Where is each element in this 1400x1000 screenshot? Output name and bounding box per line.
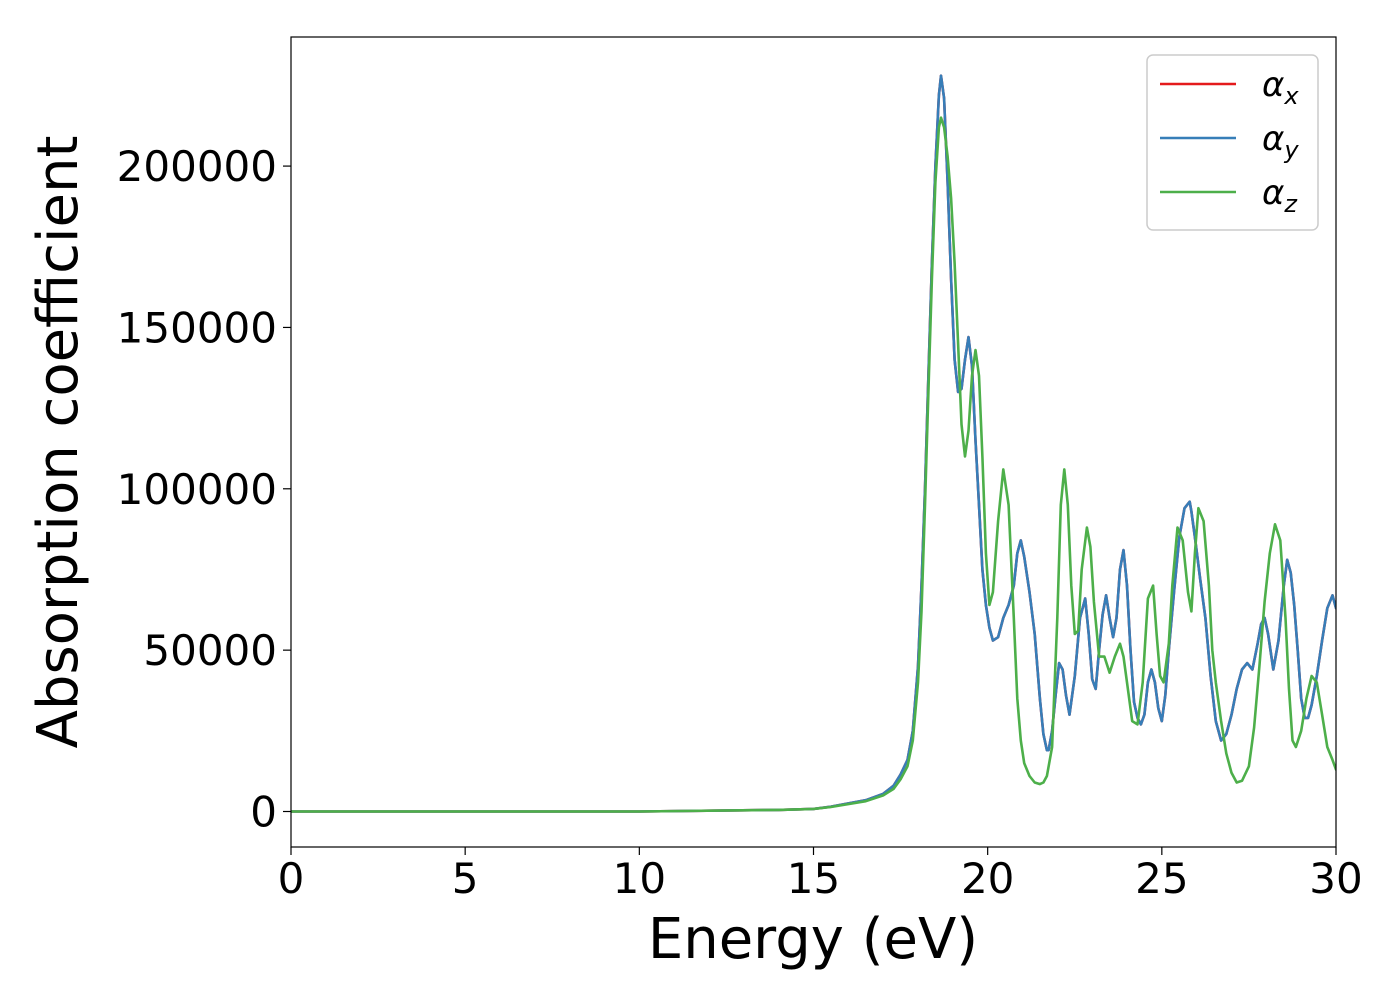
x-tick-label: 0 xyxy=(278,854,305,903)
x-axis-title: Energy (eV) xyxy=(648,907,978,972)
y-tick-label: 150000 xyxy=(117,303,277,352)
y-tick-label: 100000 xyxy=(117,465,277,514)
legend-label-y: αy xyxy=(1262,119,1299,164)
x-tick-label: 20 xyxy=(961,854,1014,903)
x-tick-label: 10 xyxy=(613,854,666,903)
legend-frame xyxy=(1146,54,1319,231)
x-tick-label: 5 xyxy=(452,854,479,903)
y-tick-label: 0 xyxy=(250,788,277,837)
series-layer xyxy=(291,74,1336,813)
y-axis-title: Absorption coefficient xyxy=(26,136,91,749)
legend-label-x: αx xyxy=(1262,65,1299,110)
x-axis-ticks: 0 5 10 15 20 25 30 xyxy=(278,847,1363,903)
y-tick-label: 200000 xyxy=(117,142,277,191)
y-tick-label: 50000 xyxy=(143,626,277,675)
series-line-z xyxy=(291,116,1336,813)
x-tick-label: 30 xyxy=(1309,854,1362,903)
x-tick-label: 25 xyxy=(1135,854,1188,903)
x-tick-label: 15 xyxy=(787,854,840,903)
series-line-y xyxy=(291,74,1336,813)
y-axis-ticks: 0 50000 100000 150000 200000 xyxy=(117,142,291,837)
plot-area xyxy=(290,36,1337,848)
